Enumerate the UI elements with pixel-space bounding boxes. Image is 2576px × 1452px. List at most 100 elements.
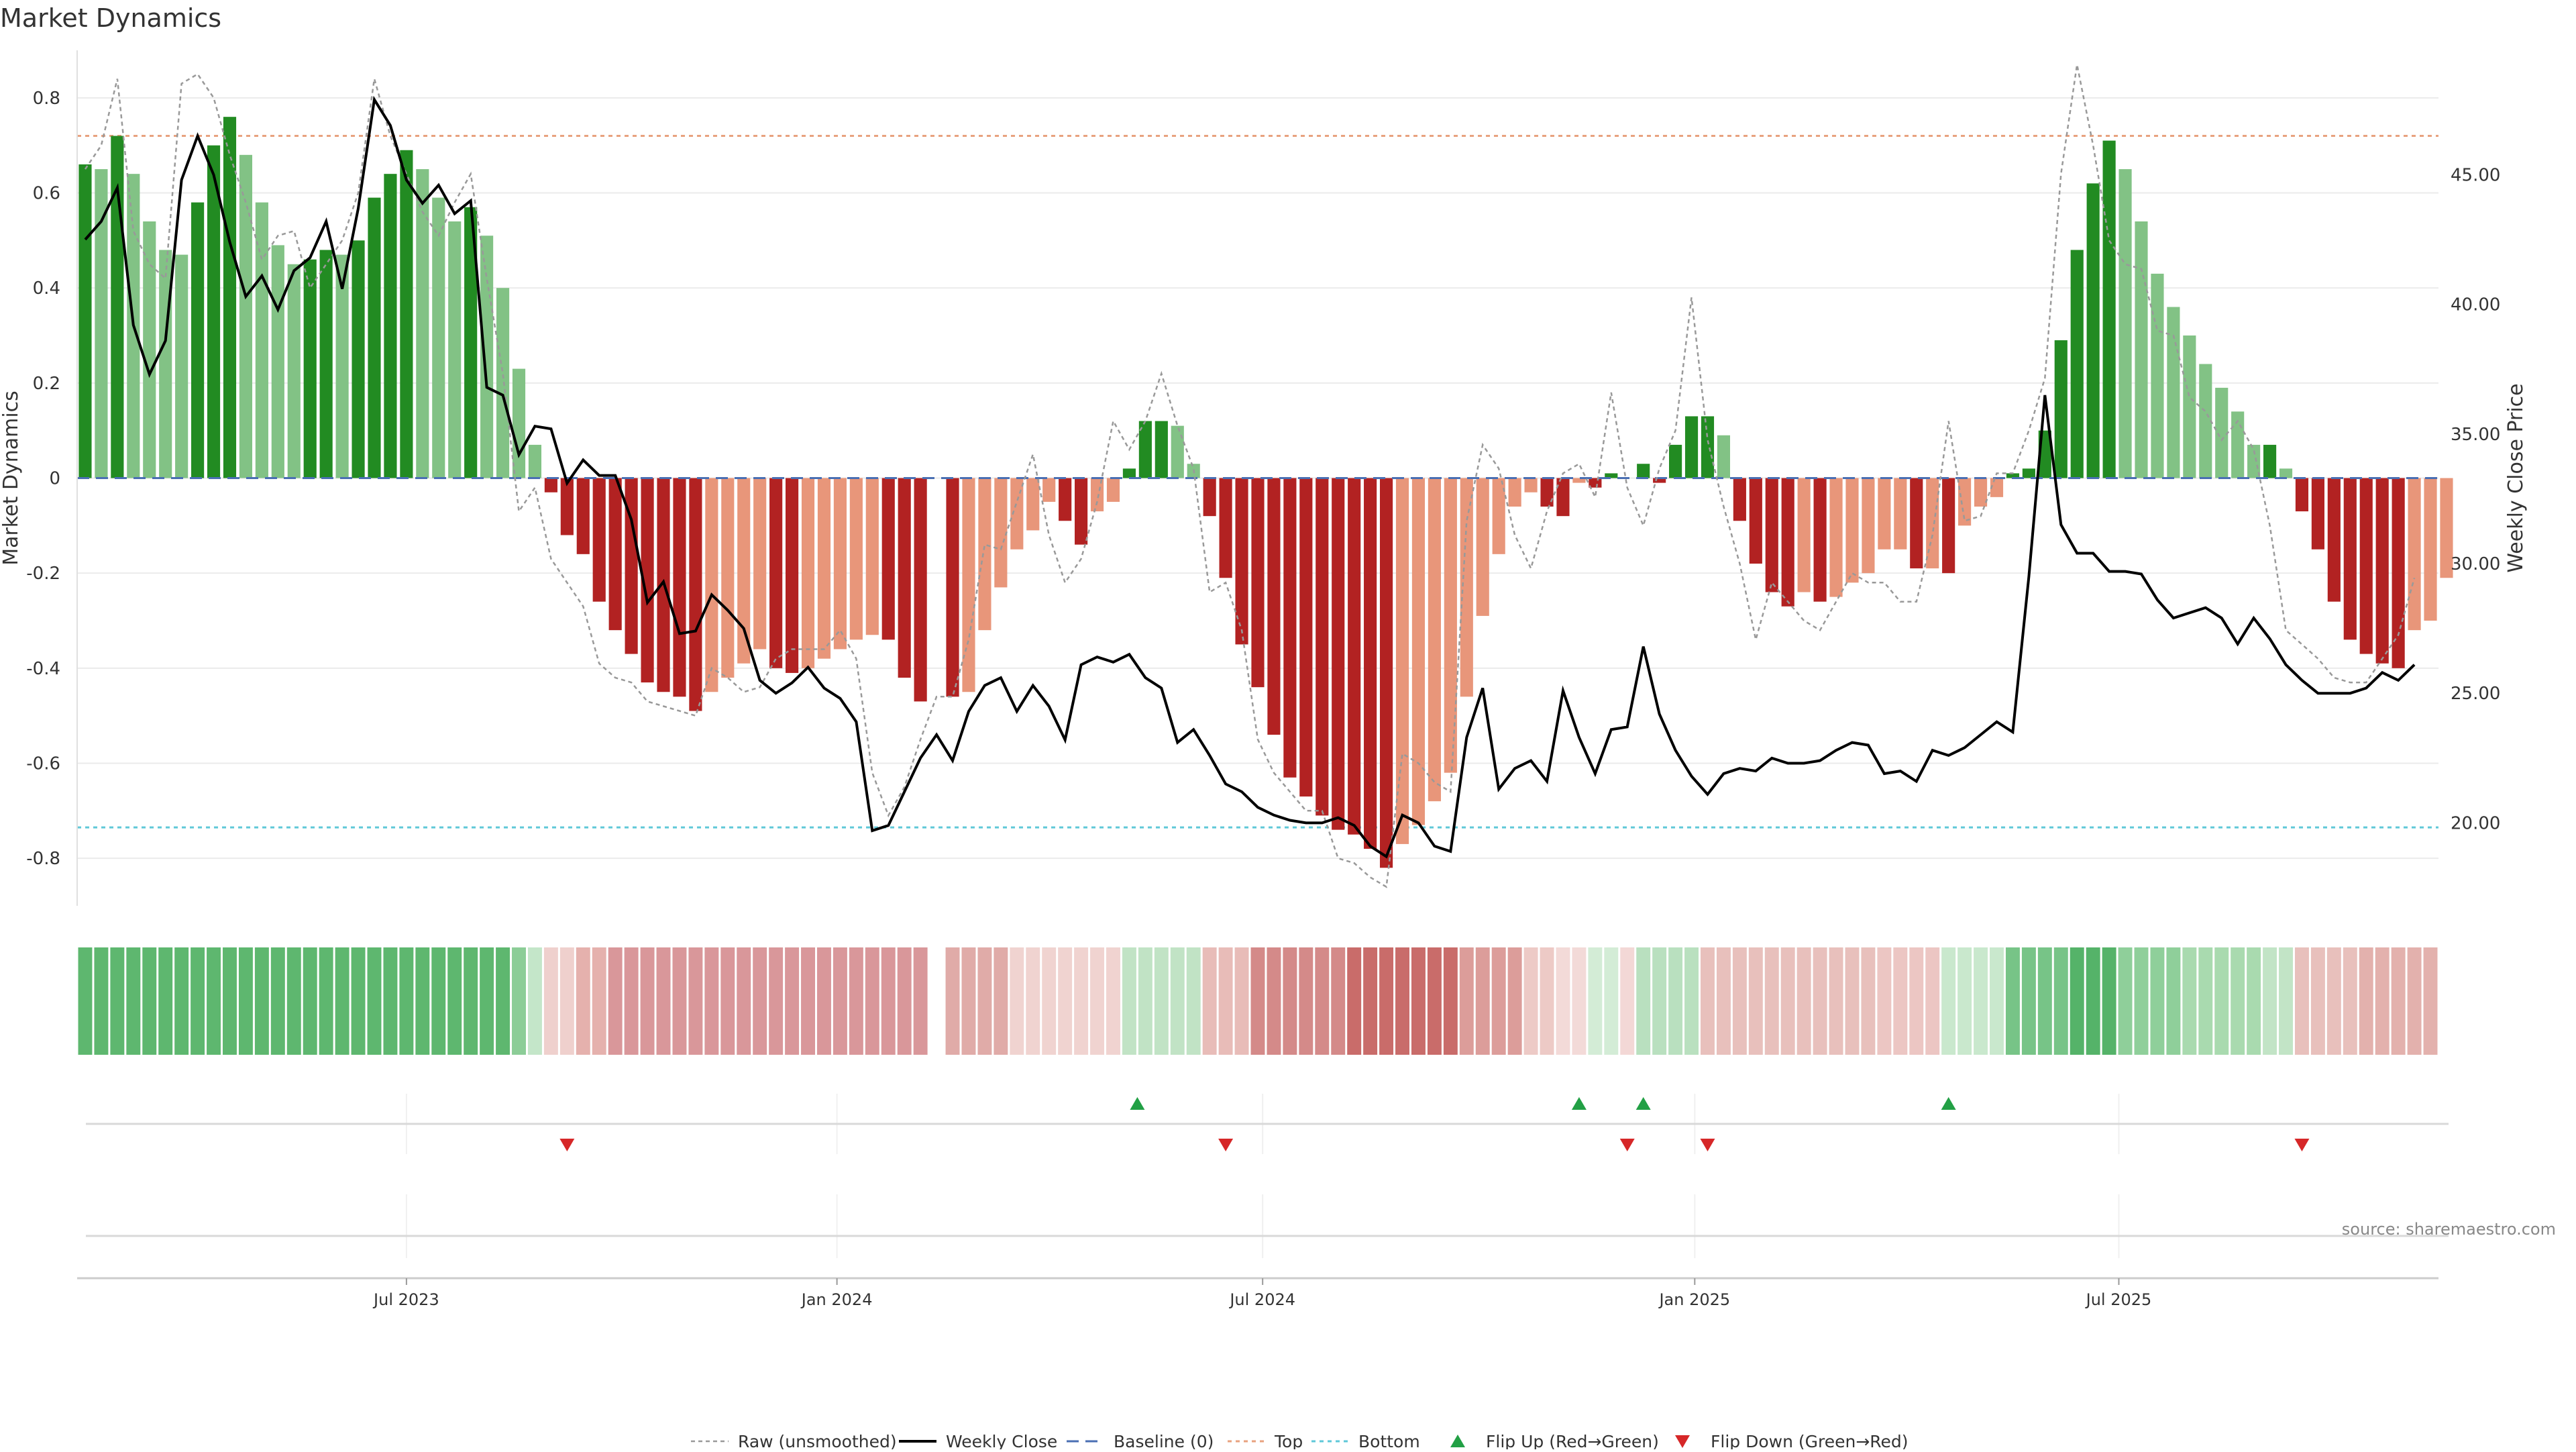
heat-strip-cell [1749, 947, 1763, 1055]
dynamics-bar [850, 478, 863, 640]
dynamics-bar [2135, 221, 2147, 478]
dynamics-bar [2071, 250, 2084, 478]
y2-axis-title: Weekly Close Price [2504, 383, 2528, 572]
dynamics-bar [1894, 478, 1907, 550]
heat-strip-cell [1363, 947, 1377, 1055]
heat-strip-cell [849, 947, 863, 1055]
heat-strip-cell [2070, 947, 2084, 1055]
heat-strip-cell [1267, 947, 1281, 1055]
heat-strip-cell [1058, 947, 1072, 1055]
y2-tick-label: 30.00 [2451, 554, 2500, 574]
dynamics-bar [1926, 478, 1939, 569]
dynamics-bar [2279, 468, 2292, 478]
heat-strip-cell [2022, 947, 2036, 1055]
heat-strip-cell [239, 947, 253, 1055]
legend-label-bottom: Bottom [1358, 1432, 1420, 1449]
dynamics-bar [2312, 478, 2324, 550]
dynamics-bar [1332, 478, 1344, 830]
heat-strip-cell [2263, 947, 2277, 1055]
heat-strip-cell [1620, 947, 1634, 1055]
heat-strip-cell [1524, 947, 1538, 1055]
dynamics-bar [223, 117, 236, 478]
dynamics-bar [1171, 426, 1184, 478]
heat-strip-cell [1460, 947, 1474, 1055]
heat-strip-cell [2247, 947, 2261, 1055]
dynamics-bar [1155, 421, 1168, 478]
source-credit: source: sharemaestro.com [2342, 1220, 2556, 1239]
dynamics-bar [1509, 478, 1521, 507]
heat-strip-cell [2182, 947, 2196, 1055]
heat-strip-cell [2424, 947, 2438, 1055]
heat-strip-cell [544, 947, 558, 1055]
heat-strip-cell [994, 947, 1008, 1055]
heat-strip-cell [1845, 947, 1860, 1055]
heat-strip-cell [1010, 947, 1024, 1055]
legend-label-baseline: Baseline (0) [1114, 1432, 1214, 1449]
dynamics-bar [1075, 478, 1087, 545]
dynamics-bar [946, 478, 959, 697]
heat-strip-cell [255, 947, 269, 1055]
y-tick-label: 0.2 [33, 374, 60, 394]
dynamics-bar [705, 478, 718, 692]
heat-strip-cell [898, 947, 912, 1055]
dynamics-bar [1701, 416, 1714, 478]
heat-strip-cell [126, 947, 140, 1055]
y-axis-title: Market Dynamics [0, 391, 23, 566]
y-tick-label: -0.4 [26, 659, 60, 679]
dynamics-bar [2118, 169, 2131, 478]
heat-strip-cell [977, 947, 991, 1055]
heat-strip-cell [1909, 947, 1923, 1055]
dynamics-bar [1685, 416, 1698, 478]
dynamics-bar [1477, 478, 1489, 616]
heat-strip-cell [368, 947, 382, 1055]
heat-strip-cell [1171, 947, 1185, 1055]
heat-strip-cell [1668, 947, 1682, 1055]
dynamics-bar [1669, 445, 1682, 478]
heat-strip-cell [1106, 947, 1120, 1055]
dynamics-bar [1428, 478, 1441, 802]
dynamics-bar [1829, 478, 1842, 597]
dynamics-bar [1267, 478, 1280, 735]
heat-strip-cell [335, 947, 350, 1055]
dynamics-bar [1750, 478, 1762, 564]
heat-strip-cell [352, 947, 366, 1055]
heat-strip-cell [785, 947, 799, 1055]
dynamics-bar [609, 478, 622, 631]
dynamics-bar [2151, 274, 2163, 478]
x-tick-label: Jul 2024 [1228, 1290, 1295, 1309]
heat-strip-cell [2375, 947, 2390, 1055]
heat-strip-cell [2343, 947, 2357, 1055]
heat-strip-cell [78, 947, 93, 1055]
heat-strip-cell [1299, 947, 1313, 1055]
heat-strip-cell [1765, 947, 1779, 1055]
dynamics-bar [2344, 478, 2357, 640]
y-tick-label: -0.6 [26, 754, 60, 774]
dynamics-bar [1540, 478, 1553, 507]
heat-strip-cell [1090, 947, 1104, 1055]
dynamics-bar [1444, 478, 1457, 773]
heat-strip-cell [1026, 947, 1040, 1055]
dynamics-bar [191, 203, 204, 478]
heat-strip-cell [737, 947, 751, 1055]
heat-strip-cell [1781, 947, 1795, 1055]
dynamics-bar [1942, 478, 1955, 574]
heat-strip-cell [1251, 947, 1265, 1055]
legend-label-weekly-close: Weekly Close [946, 1432, 1057, 1449]
dynamics-bar [1059, 478, 1071, 521]
heat-strip-cell [1395, 947, 1409, 1055]
dynamics-bar [1814, 478, 1827, 602]
dynamics-bar [2392, 478, 2405, 668]
heat-strip-cell [1941, 947, 1955, 1055]
heat-strip-cell [2198, 947, 2212, 1055]
heat-strip-cell [528, 947, 542, 1055]
heat-strip-cell [688, 947, 702, 1055]
heat-strip-cell [1476, 947, 1490, 1055]
dynamics-bar [1220, 478, 1232, 578]
heat-strip-cell [1444, 947, 1458, 1055]
dynamics-bar [1123, 468, 1136, 478]
dynamics-bar [737, 478, 750, 664]
heat-strip-cell [464, 947, 478, 1055]
heat-strip-cell [592, 947, 606, 1055]
dynamics-bar [1766, 478, 1778, 592]
heat-strip-cell [1684, 947, 1699, 1055]
